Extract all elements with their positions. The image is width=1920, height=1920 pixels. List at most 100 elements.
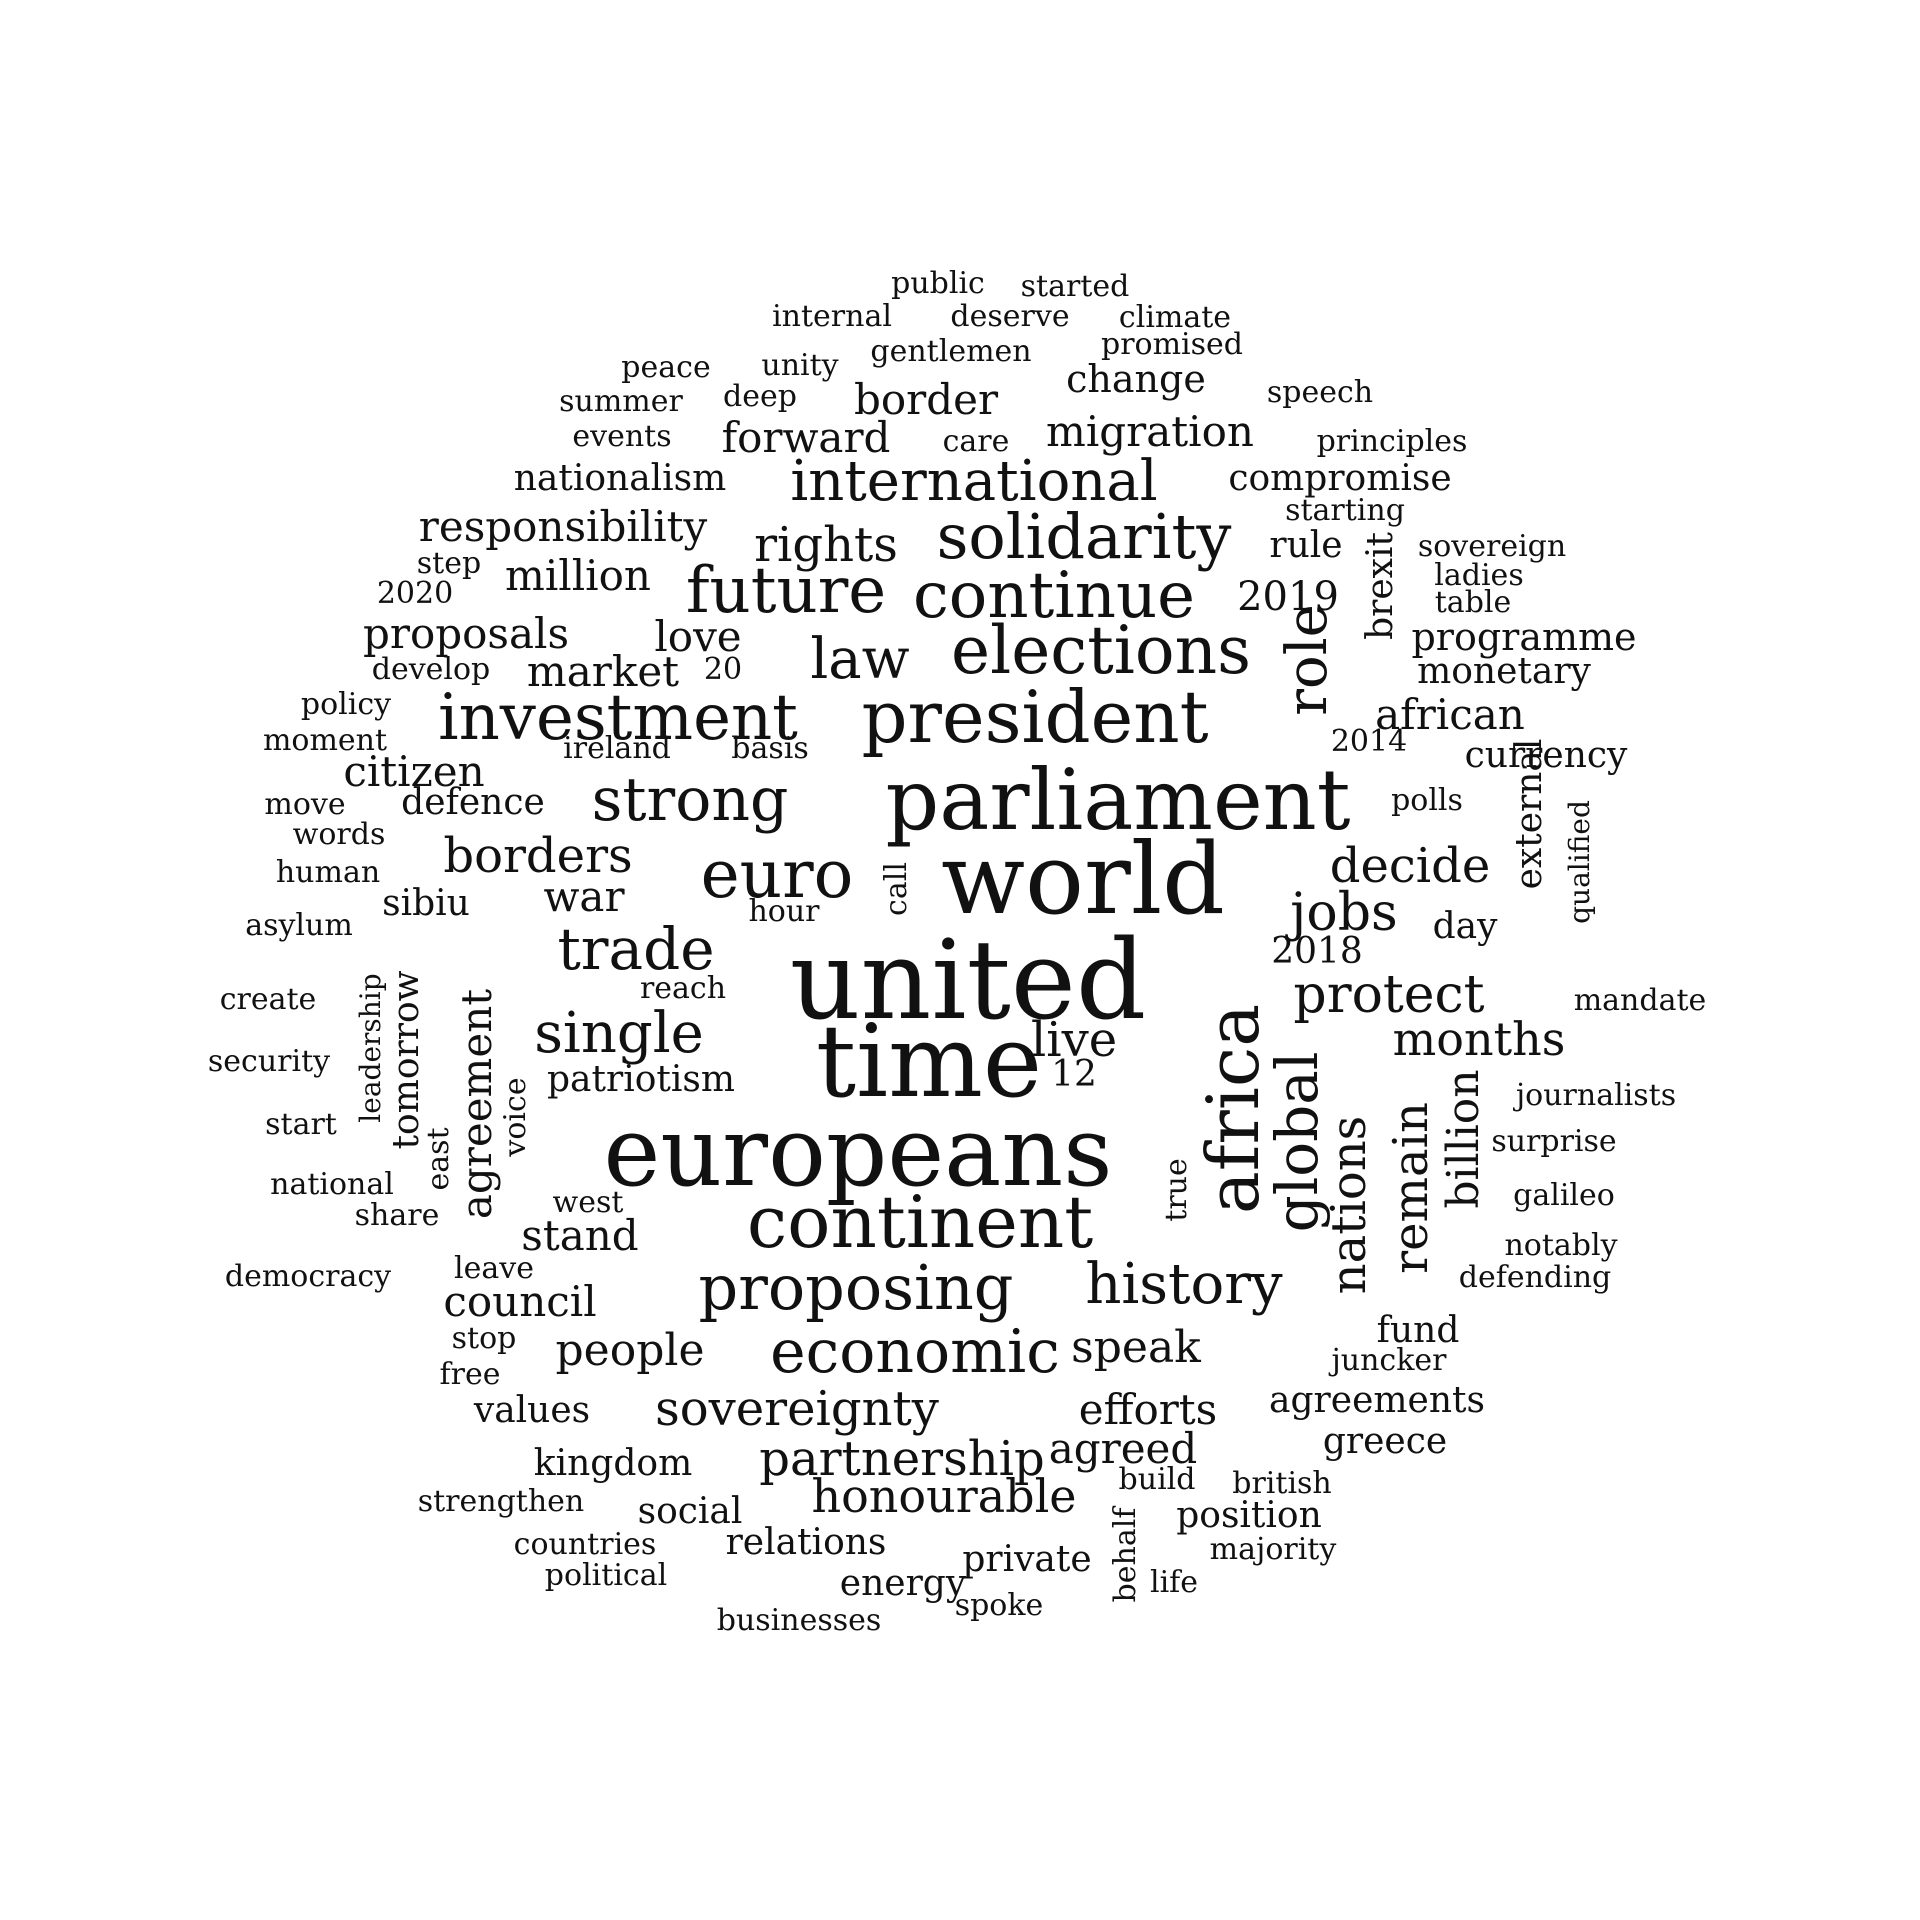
word-trade: trade bbox=[557, 915, 715, 983]
word-border: border bbox=[853, 375, 999, 424]
word-develop: develop bbox=[371, 652, 491, 687]
word-months: months bbox=[1392, 1012, 1566, 1066]
word-agreed: agreed bbox=[1048, 1424, 1198, 1473]
word-principles: principles bbox=[1316, 424, 1468, 459]
word-promised: promised bbox=[1100, 327, 1244, 362]
word-businesses: businesses bbox=[716, 1603, 882, 1638]
word-agreements: agreements bbox=[1269, 1380, 1485, 1421]
word-brexit: brexit bbox=[1360, 532, 1401, 640]
word-global: global bbox=[1263, 1051, 1331, 1233]
word-public: public bbox=[891, 266, 985, 301]
word-monetary: monetary bbox=[1417, 651, 1591, 692]
word-migration: migration bbox=[1046, 407, 1254, 456]
word-political: political bbox=[544, 1558, 668, 1593]
word-rights: rights bbox=[754, 517, 898, 573]
word-build: build bbox=[1118, 1462, 1196, 1497]
word-human: human bbox=[275, 855, 381, 890]
word-started: started bbox=[1020, 269, 1130, 304]
word-reach: reach bbox=[639, 971, 727, 1006]
word-euro: euro bbox=[700, 836, 854, 913]
word-countries: countries bbox=[513, 1527, 657, 1562]
word-single: single bbox=[534, 1001, 704, 1066]
word-honourable: honourable bbox=[811, 1469, 1077, 1523]
word-leadership: leadership bbox=[354, 973, 387, 1123]
word-create: create bbox=[219, 982, 317, 1017]
word-share: share bbox=[354, 1198, 440, 1233]
word-kingdom: kingdom bbox=[533, 1443, 693, 1484]
word-surprise: surprise bbox=[1491, 1124, 1617, 1159]
word-market: market bbox=[526, 647, 680, 696]
word-agreement: agreement bbox=[452, 988, 501, 1220]
word-african: african bbox=[1375, 690, 1525, 739]
word-compromise: compromise bbox=[1228, 458, 1452, 499]
word-notably: notably bbox=[1504, 1228, 1618, 1263]
word-internal: internal bbox=[772, 299, 892, 334]
word-defending: defending bbox=[1458, 1260, 1612, 1295]
word-sibiu: sibiu bbox=[382, 883, 470, 924]
word-elections: elections bbox=[951, 612, 1251, 689]
word-united: united bbox=[789, 916, 1147, 1044]
word-love: love bbox=[654, 612, 742, 661]
word-speak: speak bbox=[1071, 1322, 1201, 1373]
word-journalists: journalists bbox=[1515, 1078, 1677, 1113]
word-law: law bbox=[810, 627, 910, 692]
word-british: british bbox=[1232, 1466, 1332, 1501]
word-table: table bbox=[1434, 585, 1512, 620]
word-summer: summer bbox=[559, 384, 683, 419]
word-qualified: qualified bbox=[1563, 800, 1596, 924]
word-galileo: galileo bbox=[1513, 1178, 1615, 1213]
word-change: change bbox=[1066, 357, 1206, 401]
word-africa: africa bbox=[1191, 1003, 1275, 1215]
word-jobs: jobs bbox=[1290, 883, 1398, 943]
word-council: council bbox=[443, 1277, 597, 1326]
word-climate: climate bbox=[1118, 300, 1232, 335]
word-president: president bbox=[861, 675, 1209, 759]
word-continent: continent bbox=[746, 1180, 1094, 1264]
word-forward: forward bbox=[721, 413, 891, 462]
word-basis: basis bbox=[731, 731, 809, 766]
word-currency: currency bbox=[1464, 735, 1628, 776]
word-decide: decide bbox=[1329, 838, 1491, 894]
word-economic: economic bbox=[770, 1317, 1060, 1387]
word-west: west bbox=[552, 1185, 624, 1220]
word-east: east bbox=[421, 1127, 456, 1191]
word-people: people bbox=[555, 1325, 705, 1376]
word-war: war bbox=[543, 872, 625, 921]
word-position: position bbox=[1176, 1495, 1322, 1536]
word-strengthen: strengthen bbox=[417, 1484, 585, 1519]
word-sovereign: sovereign bbox=[1417, 529, 1567, 564]
word-policy: policy bbox=[300, 687, 392, 722]
word-stop: stop bbox=[451, 1321, 517, 1356]
word-speech: speech bbox=[1266, 375, 1374, 410]
word-proposing: proposing bbox=[698, 1251, 1014, 1324]
word-mandate: mandate bbox=[1573, 983, 1707, 1018]
word-defence: defence bbox=[401, 782, 545, 823]
word-true: true bbox=[1159, 1158, 1194, 1222]
word-start: start bbox=[265, 1107, 337, 1142]
word-time: time bbox=[815, 1003, 1043, 1120]
word-role: role bbox=[1275, 604, 1340, 716]
word-efforts: efforts bbox=[1078, 1385, 1218, 1434]
word-future: future bbox=[685, 554, 887, 628]
word-energy: energy bbox=[839, 1563, 967, 1604]
word-2014: 2014 bbox=[1330, 724, 1408, 759]
word-protect: protect bbox=[1293, 965, 1485, 1025]
word-move: move bbox=[264, 787, 346, 822]
word-tomorrow: tomorrow bbox=[386, 970, 427, 1150]
word-history: history bbox=[1085, 1252, 1283, 1317]
word-behalf: behalf bbox=[1108, 1507, 1143, 1603]
word-ireland: ireland bbox=[563, 731, 671, 766]
word-care: care bbox=[942, 424, 1010, 459]
word-live: live bbox=[1030, 1012, 1118, 1068]
word-sovereignty: sovereignty bbox=[655, 1381, 939, 1437]
word-2020: 2020 bbox=[376, 576, 454, 611]
word-moment: moment bbox=[262, 723, 388, 758]
word-strong: strong bbox=[591, 765, 789, 835]
word-12: 12 bbox=[1051, 1054, 1097, 1095]
word-polls: polls bbox=[1391, 783, 1463, 818]
word-voice: voice bbox=[498, 1077, 533, 1157]
word-hour: hour bbox=[748, 894, 820, 929]
word-majority: majority bbox=[1209, 1532, 1337, 1567]
word-parliament: parliament bbox=[885, 751, 1351, 849]
word-2019: 2019 bbox=[1237, 574, 1339, 620]
